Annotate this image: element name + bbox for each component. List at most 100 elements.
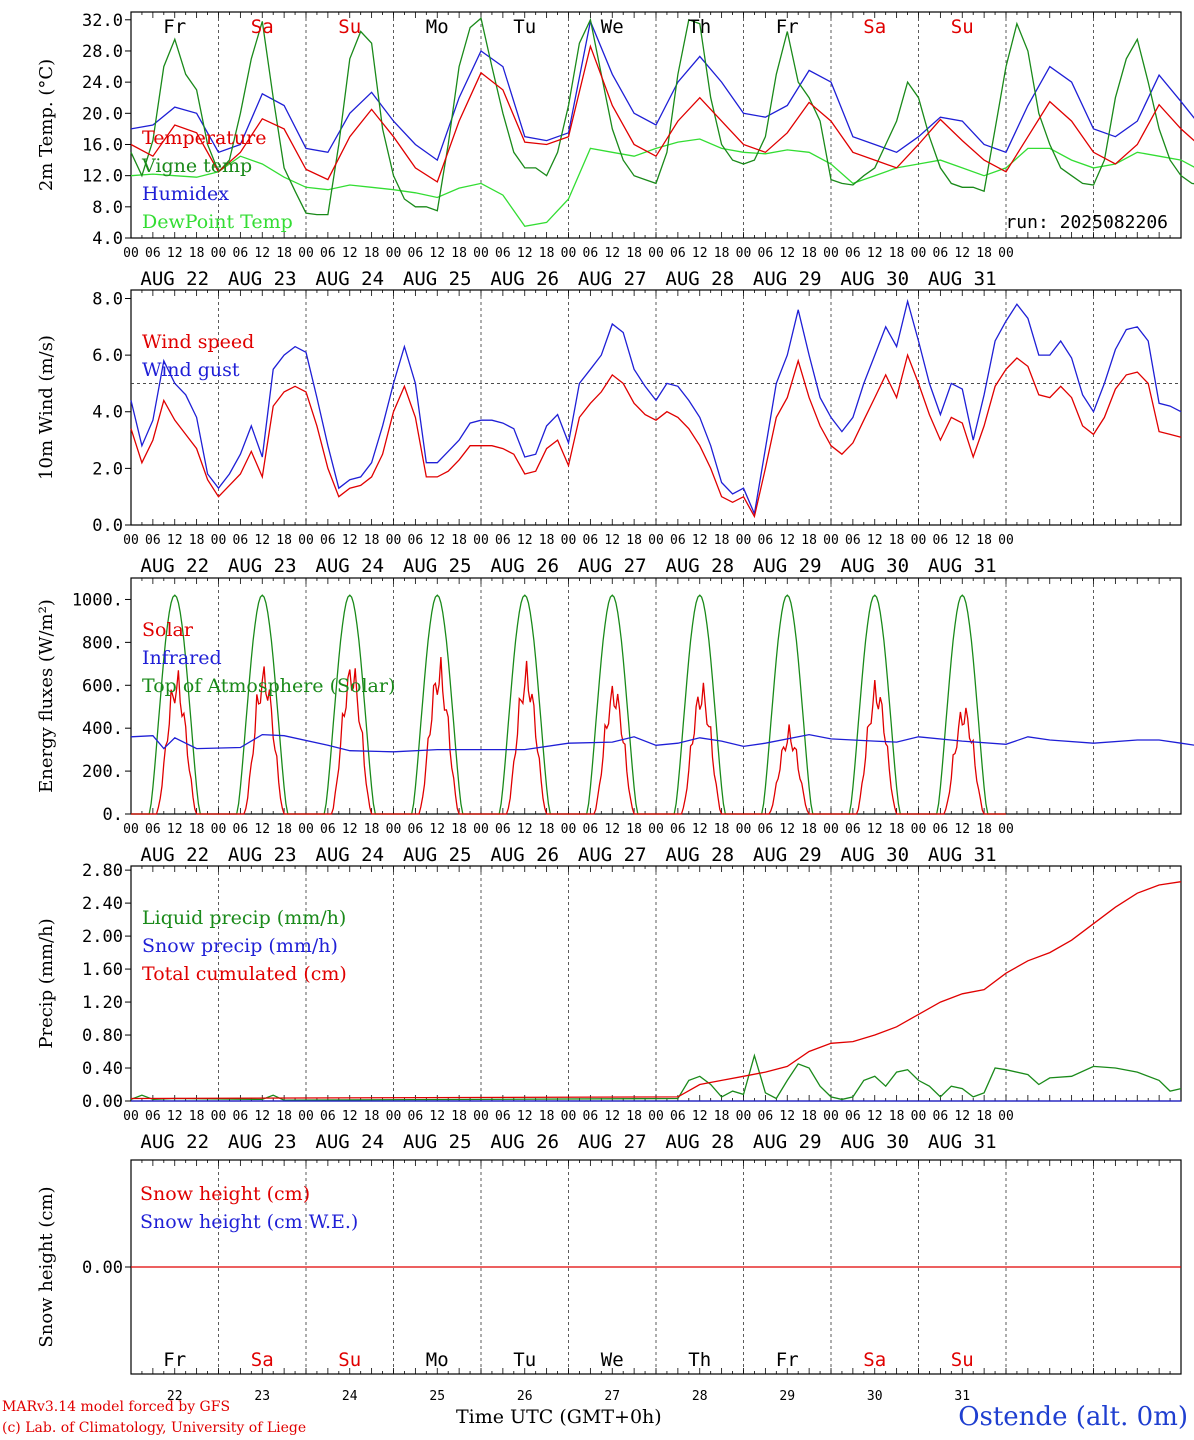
y-tick-label: 0.40: [82, 1059, 123, 1079]
hour-tick-label: 06: [408, 822, 424, 837]
hour-tick-label: 12: [954, 533, 970, 548]
hour-tick-label: 12: [517, 822, 533, 837]
date-label: AUG 23: [228, 268, 297, 290]
hour-tick-label: 00: [998, 246, 1014, 261]
date-label: AUG 26: [490, 1131, 559, 1153]
y-tick-label: 1000.: [72, 590, 123, 610]
date-label: AUG 28: [665, 268, 734, 290]
hour-tick-label: 12: [429, 1109, 445, 1124]
hour-tick-label: 06: [845, 533, 861, 548]
hour-tick-label: 12: [604, 1109, 620, 1124]
y-tick-label: 8.0: [92, 198, 123, 218]
hour-tick-label: 00: [123, 822, 139, 837]
legend-entry: Snow height (cm W.E.): [140, 1211, 358, 1233]
hour-tick-label: 18: [714, 1109, 730, 1124]
hour-tick-label: 00: [211, 246, 227, 261]
date-label: AUG 30: [840, 844, 909, 866]
hour-tick-label: 18: [276, 246, 292, 261]
hour-tick-label: 00: [298, 246, 314, 261]
hour-tick-label: 06: [495, 533, 511, 548]
x-axis-label: Time UTC (GMT+0h): [456, 1406, 662, 1428]
hour-tick-label: 12: [429, 533, 445, 548]
hour-tick-label: 18: [539, 1109, 555, 1124]
hour-tick-label: 06: [583, 1109, 599, 1124]
hour-tick-label: 00: [561, 533, 577, 548]
hour-tick-label: 06: [670, 533, 686, 548]
hour-tick-label: 18: [276, 533, 292, 548]
hour-tick-label: 12: [692, 1109, 708, 1124]
day-name: Su: [951, 16, 974, 38]
date-label: AUG 25: [403, 268, 472, 290]
hour-tick-label: 18: [451, 533, 467, 548]
temp-series-line: [130, 19, 1194, 162]
date-number-label: 29: [779, 1389, 795, 1404]
hour-tick-label: 06: [495, 1109, 511, 1124]
hour-tick-label: 12: [779, 533, 795, 548]
hour-tick-label: 18: [189, 1109, 205, 1124]
hour-tick-label: 00: [911, 822, 927, 837]
y-tick-label: 28.0: [82, 42, 123, 62]
hour-tick-label: 00: [911, 1109, 927, 1124]
hour-tick-label: 00: [386, 1109, 402, 1124]
hour-tick-label: 18: [976, 1109, 992, 1124]
day-name-bottom: Fr: [163, 1349, 186, 1371]
day-name: Fr: [776, 16, 799, 38]
hour-tick-label: 12: [954, 1109, 970, 1124]
hour-tick-label: 00: [648, 822, 664, 837]
hour-tick-label: 12: [779, 246, 795, 261]
y-tick-label: 0.00: [82, 1258, 123, 1278]
hour-tick-label: 18: [364, 822, 380, 837]
legend-entry: Vigne temp: [141, 155, 252, 177]
hour-tick-label: 18: [714, 246, 730, 261]
hour-tick-label: 12: [167, 533, 183, 548]
day-name: Sa: [863, 16, 886, 38]
hour-tick-label: 06: [320, 822, 336, 837]
day-name: We: [601, 16, 624, 38]
y-tick-label: 600.: [82, 676, 123, 696]
date-label: AUG 24: [315, 555, 384, 577]
hour-tick-label: 06: [583, 533, 599, 548]
hour-tick-label: 18: [626, 1109, 642, 1124]
solar-line: [131, 656, 1006, 815]
date-label: AUG 23: [228, 844, 297, 866]
hour-tick-label: 00: [911, 533, 927, 548]
hour-tick-label: 12: [692, 533, 708, 548]
hour-tick-label: 00: [561, 1109, 577, 1124]
date-label: AUG 31: [928, 555, 997, 577]
date-label: AUG 29: [753, 1131, 822, 1153]
date-label: AUG 24: [315, 844, 384, 866]
hour-tick-label: 18: [889, 533, 905, 548]
hour-tick-label: 00: [736, 533, 752, 548]
hour-tick-label: 18: [889, 246, 905, 261]
hour-tick-label: 00: [473, 533, 489, 548]
y-tick-label: 200.: [82, 762, 123, 782]
y-tick-label: 20.0: [82, 104, 123, 124]
hour-tick-label: 12: [867, 1109, 883, 1124]
hour-tick-label: 18: [189, 246, 205, 261]
day-name-bottom: Mo: [426, 1349, 449, 1371]
hour-tick-label: 06: [408, 246, 424, 261]
hour-tick-label: 06: [320, 246, 336, 261]
y-axis-label: Precip (mm/h): [36, 918, 57, 1048]
hour-tick-label: 06: [758, 822, 774, 837]
hour-tick-label: 06: [583, 822, 599, 837]
hour-tick-label: 06: [670, 822, 686, 837]
hour-tick-label: 06: [233, 533, 249, 548]
date-label: AUG 27: [578, 268, 647, 290]
hour-tick-label: 06: [495, 822, 511, 837]
date-label: AUG 28: [665, 555, 734, 577]
hour-tick-label: 18: [451, 1109, 467, 1124]
hour-tick-label: 06: [758, 1109, 774, 1124]
hour-tick-label: 18: [539, 246, 555, 261]
hour-tick-label: 12: [604, 246, 620, 261]
wind-series-line: [130, 298, 1182, 516]
date-label: AUG 30: [840, 1131, 909, 1153]
day-name-bottom: Su: [338, 1349, 361, 1371]
hour-tick-label: 00: [561, 822, 577, 837]
model-credit: MARv3.14 model forced by GFS: [2, 1399, 231, 1415]
hour-tick-label: 00: [386, 822, 402, 837]
y-tick-label: 32.0: [82, 11, 123, 31]
date-label: AUG 31: [928, 1131, 997, 1153]
hour-tick-label: 06: [320, 1109, 336, 1124]
